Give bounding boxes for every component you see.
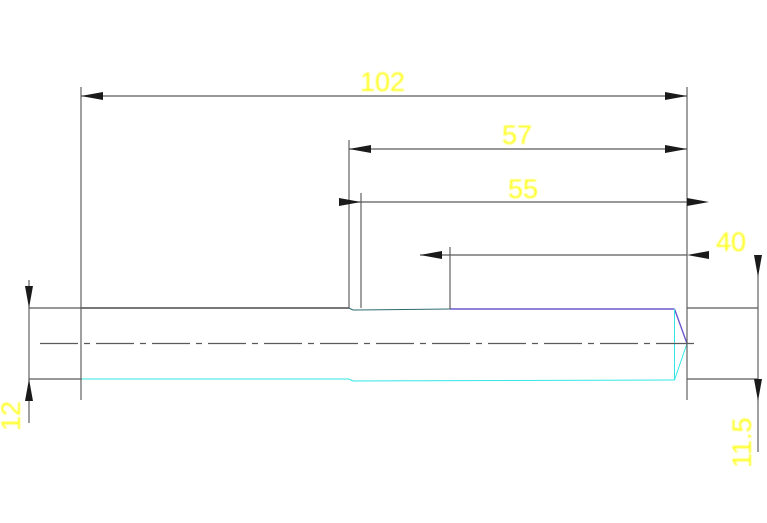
svg-text:57: 57 bbox=[502, 120, 532, 150]
svg-text:55: 55 bbox=[508, 174, 538, 204]
svg-text:11.5: 11.5 bbox=[727, 417, 757, 468]
svg-text:102: 102 bbox=[360, 67, 405, 97]
svg-text:40: 40 bbox=[716, 227, 746, 257]
svg-text:12: 12 bbox=[0, 401, 26, 431]
